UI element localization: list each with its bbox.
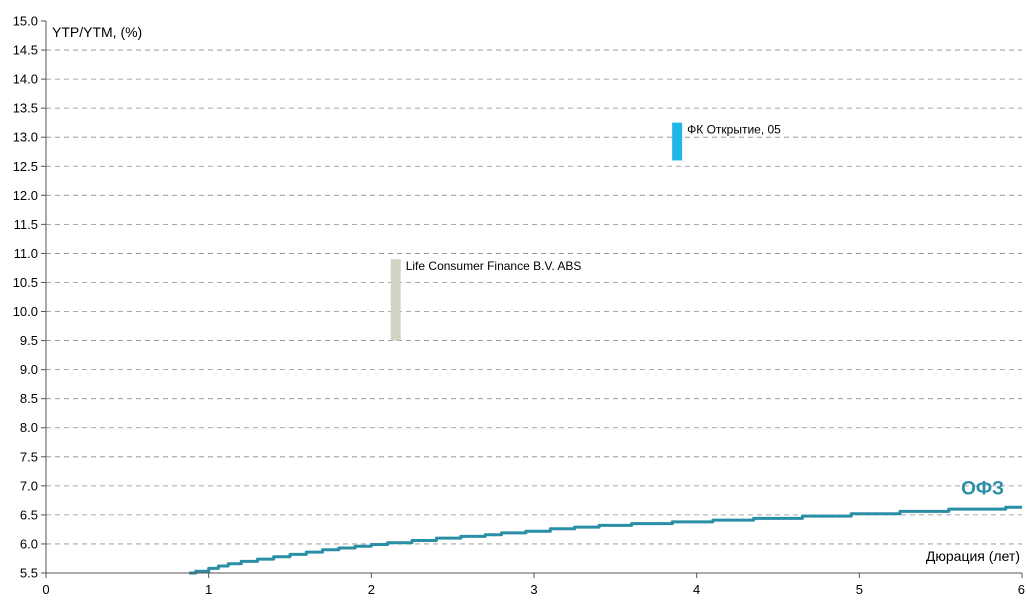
y-tick-label: 11.5: [14, 217, 38, 232]
y-tick-label: 9.5: [20, 333, 38, 348]
labels: Life Consumer Finance B.V. ABS ФК Открыти…: [406, 123, 1004, 500]
x-tick-label: 3: [530, 582, 537, 597]
y-tick-label: 8.0: [20, 420, 38, 435]
x-tick-label: 5: [856, 582, 863, 597]
x-tick-label: 4: [693, 582, 700, 597]
series-label: ОФЗ: [961, 478, 1004, 499]
y-tick-label: 9.0: [20, 362, 38, 377]
y-tick-label: 13.0: [13, 130, 38, 145]
y-axis-title: YTP/YTM, (%): [52, 24, 142, 40]
y-tick-label: 11.0: [14, 246, 38, 261]
y-tick-label: 14.0: [13, 72, 38, 87]
axes: 15.0 14.5 14.0 13.5 13.0 12.5 12.0 11.5 11.0 10.5…: [13, 14, 1025, 598]
series-line: [189, 505, 1022, 575]
range-bars: [390, 122, 683, 341]
y-tick-label: 7.5: [20, 449, 38, 464]
y-tick-label: 6.0: [20, 536, 38, 551]
x-tick-label: 6: [1018, 582, 1025, 597]
y-tick-label: 12.0: [13, 188, 38, 203]
y-tick-label: 7.0: [20, 478, 38, 493]
range-bar: [672, 122, 683, 161]
range-label: ФК Открытие, 05: [687, 123, 781, 137]
x-tick-label: 1: [205, 582, 212, 597]
range-label: Life Consumer Finance B.V. ABS: [406, 259, 582, 273]
y-tick-label: 13.5: [13, 101, 38, 116]
x-tick-label: 2: [368, 582, 375, 597]
x-tick-label: 0: [42, 582, 49, 597]
y-tick-label: 15.0: [13, 14, 38, 29]
x-axis-title: Дюрация (лет): [926, 548, 1020, 564]
series-lines: [189, 505, 1023, 575]
y-tick-label: 10.5: [13, 275, 38, 290]
grid-lines: [46, 49, 1022, 545]
y-tick-label: 14.5: [13, 43, 38, 58]
y-tick-label: 12.5: [13, 159, 38, 174]
y-tick-label: 5.5: [20, 566, 38, 581]
y-tick-label: 6.5: [20, 507, 38, 522]
range-bar: [390, 259, 401, 341]
y-tick-label: 8.5: [20, 391, 38, 406]
y-tick-label: 10.0: [13, 304, 38, 319]
